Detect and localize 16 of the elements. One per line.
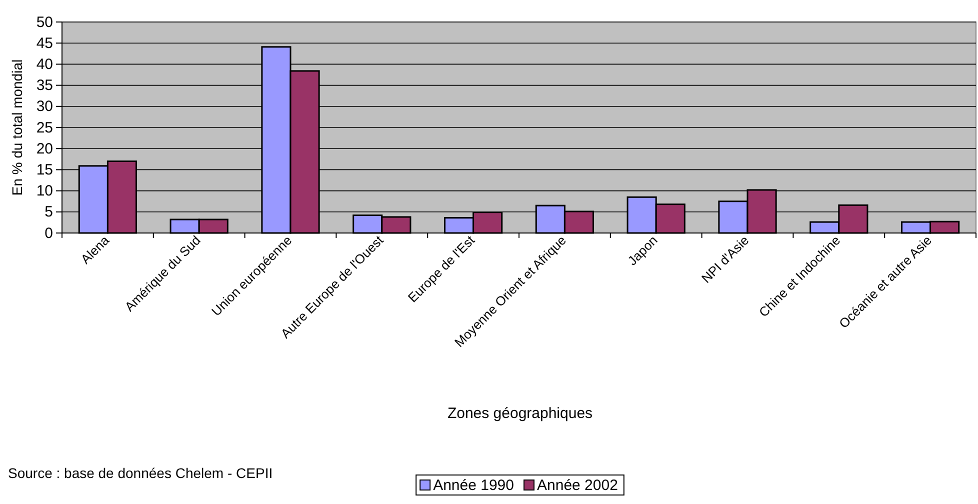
- source-note: Source : base de données Chelem - CEPII: [8, 465, 273, 481]
- x-axis-title: Zones géographiques: [447, 405, 593, 422]
- y-tick-label: 30: [36, 98, 53, 116]
- legend-label: Année 2002: [537, 477, 618, 494]
- y-tick-label: 25: [36, 119, 53, 136]
- y-tick-label: 20: [36, 140, 53, 158]
- y-tick-label: 0: [44, 224, 53, 242]
- y-tick-label: 50: [36, 14, 53, 31]
- y-axis-title: En % du total mondial: [9, 59, 25, 196]
- y-tick-label: 35: [36, 77, 53, 94]
- legend-label: Année 1990: [433, 477, 514, 494]
- y-tick-label: 10: [36, 182, 53, 200]
- y-tick-label: 5: [44, 204, 53, 221]
- y-tick-label: 40: [36, 56, 53, 73]
- y-tick-label: 45: [36, 34, 53, 52]
- y-tick-label: 15: [36, 162, 53, 178]
